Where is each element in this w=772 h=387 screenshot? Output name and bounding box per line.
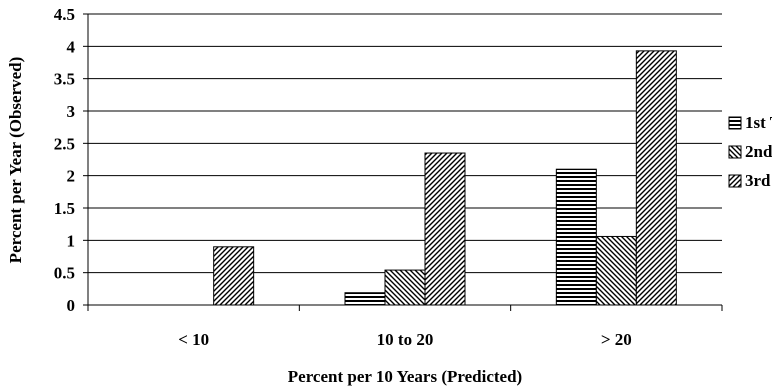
legend-swatch	[728, 174, 742, 188]
bar-2nd-tertile	[384, 269, 426, 306]
legend-swatch	[728, 116, 742, 130]
axes	[87, 14, 722, 306]
y-tick-label: 2	[67, 167, 76, 186]
bar-1st-tertile	[555, 168, 597, 306]
x-axis-title: Percent per 10 Years (Predicted)	[288, 367, 522, 386]
y-tick-label: 0	[67, 296, 76, 315]
gridlines	[83, 13, 723, 311]
x-tick-label: > 20	[601, 330, 632, 349]
y-tick-label: 4	[67, 37, 76, 56]
legend-swatch	[728, 145, 742, 159]
y-tick-label: 4.5	[54, 5, 75, 24]
x-tick-labels: < 10 10 to 20 > 20	[178, 330, 632, 349]
legend-label: 3rd Tertile	[745, 171, 772, 190]
bar-3rd-tertile	[213, 246, 255, 306]
bar-3rd-tertile	[424, 152, 466, 306]
y-tick-labels: 0 0.5 1 1.5 2 2.5 3 3.5 4 4.5	[54, 5, 76, 315]
bars	[213, 50, 677, 306]
bar-2nd-tertile	[595, 235, 637, 306]
legend-label: 1st Tertile	[745, 113, 772, 132]
y-tick-label: 0.5	[54, 264, 75, 283]
bar-1st-tertile	[344, 292, 386, 306]
y-tick-label: 2.5	[54, 134, 75, 153]
x-tick-label: 10 to 20	[377, 330, 434, 349]
legend-label: 2nd Tertile	[745, 142, 772, 161]
bar-3rd-tertile	[635, 50, 677, 306]
y-tick-label: 1.5	[54, 199, 75, 218]
legend: 1st Tertile 2nd Tertile 3rd Tertile	[727, 112, 772, 208]
y-axis-title: Percent per Year (Observed)	[6, 57, 25, 264]
x-tick-label: < 10	[178, 330, 209, 349]
y-tick-label: 1	[67, 231, 76, 250]
y-tick-label: 3.5	[54, 70, 75, 89]
y-tick-label: 3	[67, 102, 76, 121]
